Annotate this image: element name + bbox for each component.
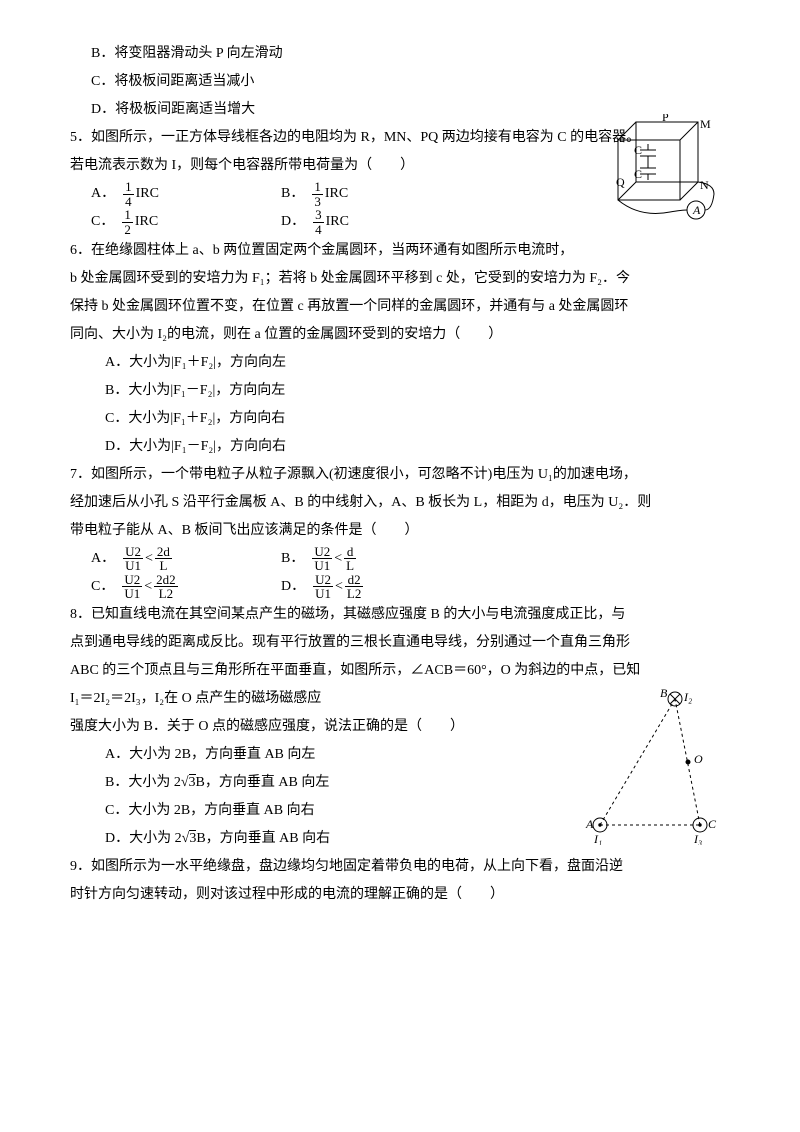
q6-stem-3: 保持 b 处金属圆环位置不变，在位置 c 再放置一个同样的金属圆环，并通有与 a… xyxy=(70,293,730,321)
q8-stem-3: ABC 的三个顶点且与三角形所在平面垂直，如图所示，∠ACB＝60°，O 为斜边… xyxy=(70,657,730,685)
svg-text:C: C xyxy=(708,817,717,831)
q6-stem-1: 6．在绝缘圆柱体上 a、b 两位置固定两个金属圆环，当两环通有如图所示电流时， xyxy=(70,237,730,265)
q8-stem-2: 点到通电导线的距离成反比。现有平行放置的三根长直通电导线，分别通过一个直角三角形 xyxy=(70,629,730,657)
svg-text:C: C xyxy=(634,143,642,157)
q7-opt-d: D． U2U1 < d2L2 xyxy=(281,573,471,601)
svg-text:O: O xyxy=(694,752,703,766)
q7-opts-row2: C． U2U1 < 2d2L2 D． U2U1 < d2L2 xyxy=(70,573,730,601)
svg-text:I₁: I₁ xyxy=(593,832,602,845)
q6-stem-4: 同向、大小为 I₂的电流，则在 a 位置的金属圆环受到的安培力（ ） xyxy=(70,321,730,349)
q5-block: 5．如图所示，一正方体导线框各边的电阻均为 R，MN、PQ 两边均接有电容为 C… xyxy=(70,124,730,237)
svg-text:I₃: I₃ xyxy=(693,832,702,845)
q7-opt-b: B． U2U1 < dL xyxy=(281,545,471,573)
q6-opt-c: C．大小为|F₁＋F₂|，方向向右 xyxy=(70,405,730,433)
q6-opt-a: A．大小为|F₁＋F₂|，方向向左 xyxy=(70,349,730,377)
q8-figure: A B C O I₁ I₂ I₃ xyxy=(580,685,730,845)
q7-opts-row1: A． U2U1 < 2dL B． U2U1 < dL xyxy=(70,545,730,573)
q9-stem-2: 时针方向匀速转动，则对该过程中形成的电流的理解正确的是（ ） xyxy=(70,881,730,909)
svg-text:I₂: I₂ xyxy=(683,690,692,704)
q5-figure: P M Q N C C A xyxy=(600,114,730,224)
q7-opt-c: C． U2U1 < 2d2L2 xyxy=(91,573,281,601)
q4-opt-c: C．将极板间距离适当减小 xyxy=(70,68,730,96)
svg-text:B: B xyxy=(660,686,668,700)
q5-opt-c: C． 12 IRC xyxy=(91,208,281,236)
q7-stem-3: 带电粒子能从 A、B 板间飞出应该满足的条件是（ ） xyxy=(70,517,730,545)
q6-opt-b: B．大小为|F₁－F₂|，方向向左 xyxy=(70,377,730,405)
svg-text:A: A xyxy=(585,817,594,831)
q8-block: I₁＝2I₂＝2I₃，I₂在 O 点产生的磁场磁感应 强度大小为 B．关于 O … xyxy=(70,685,730,853)
q6-opt-d: D．大小为|F₁－F₂|，方向向右 xyxy=(70,433,730,461)
q5-opt-b: B． 13 IRC xyxy=(281,180,471,208)
q5-opt-a: A． 14 IRC xyxy=(91,180,281,208)
q9-stem-1: 9．如图所示为一水平绝缘盘，盘边缘均匀地固定着带负电的电荷，从上向下看，盘面沿逆 xyxy=(70,853,730,881)
svg-text:A: A xyxy=(692,203,701,217)
q7-opt-a: A． U2U1 < 2dL xyxy=(91,545,281,573)
svg-text:C: C xyxy=(634,167,642,181)
svg-text:P: P xyxy=(662,114,669,124)
q5-opt-d: D． 34 IRC xyxy=(281,208,471,236)
q7-stem-2: 经加速后从小孔 S 沿平行金属板 A、B 的中线射入，A、B 板长为 L，相距为… xyxy=(70,489,730,517)
q6-stem-2: b 处金属圆环受到的安培力为 F₁；若将 b 处金属圆环平移到 c 处，它受到的… xyxy=(70,265,730,293)
svg-text:Q: Q xyxy=(616,175,625,189)
q7-stem-1: 7．如图所示，一个带电粒子从粒子源飘入(初速度很小，可忽略不计)电压为 U₁的加… xyxy=(70,461,730,489)
q8-stem-1: 8．已知直线电流在其空间某点产生的磁场，其磁感应强度 B 的大小与电流强度成正比… xyxy=(70,601,730,629)
svg-text:M: M xyxy=(700,117,711,131)
q4-opt-b: B．将变阻器滑动头 P 向左滑动 xyxy=(70,40,730,68)
svg-text:N: N xyxy=(700,178,709,192)
